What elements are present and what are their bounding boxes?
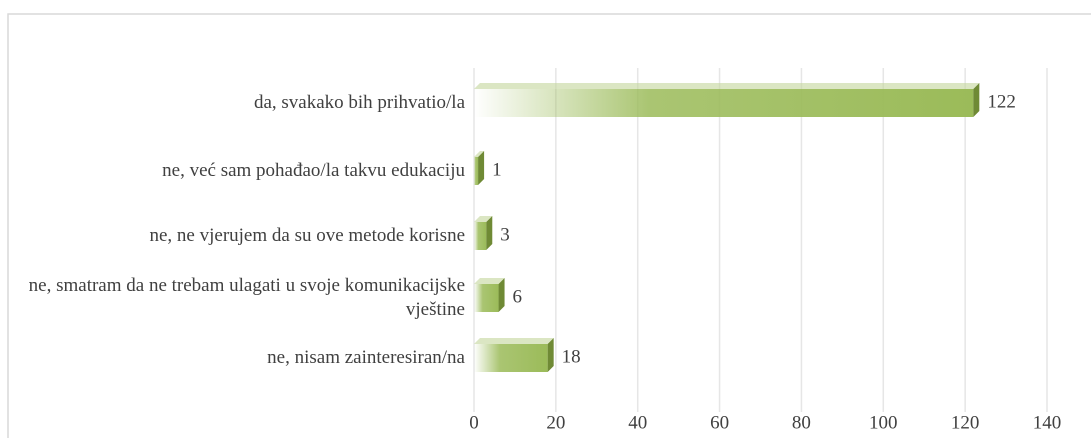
y-tick-label: ne, smatram da ne trebam ulagati u svoje… bbox=[28, 275, 465, 320]
x-tick-label: 120 bbox=[951, 412, 980, 433]
data-label: 18 bbox=[562, 346, 581, 367]
bar-side bbox=[498, 278, 505, 312]
x-tick-label: 0 bbox=[469, 412, 479, 433]
bar-top bbox=[474, 338, 554, 344]
chart-border bbox=[7, 13, 1091, 438]
bar-side bbox=[478, 151, 485, 185]
bar-side bbox=[973, 83, 980, 117]
y-tick-label: ne, ne vjerujem da su ove metode korisne bbox=[149, 225, 465, 246]
data-label: 1 bbox=[492, 159, 502, 180]
x-tick-label: 80 bbox=[792, 412, 811, 433]
bar bbox=[474, 344, 548, 372]
data-label: 122 bbox=[987, 91, 1016, 112]
x-tick-label: 60 bbox=[710, 412, 729, 433]
bar-side bbox=[547, 338, 554, 372]
bar bbox=[474, 222, 487, 250]
bar-top bbox=[474, 216, 493, 222]
bar bbox=[474, 284, 499, 312]
x-tick-label: 40 bbox=[628, 412, 647, 433]
x-tick-label: 140 bbox=[1033, 412, 1062, 433]
bar bbox=[474, 157, 479, 185]
bar-top bbox=[474, 151, 485, 157]
y-tick-label: ne, nisam zainteresiran/na bbox=[267, 347, 465, 368]
bar-top bbox=[474, 278, 505, 284]
x-tick-label: 20 bbox=[546, 412, 565, 433]
bar bbox=[474, 89, 974, 117]
y-tick-label: ne, već sam pohađao/la takvu edukaciju bbox=[162, 160, 465, 181]
y-tick-label: da, svakako bih prihvatio/la bbox=[253, 92, 465, 113]
bar-side bbox=[486, 216, 493, 250]
data-label: 3 bbox=[500, 224, 510, 245]
data-label: 6 bbox=[513, 286, 523, 307]
bar-top bbox=[474, 83, 980, 89]
x-tick-label: 100 bbox=[869, 412, 898, 433]
